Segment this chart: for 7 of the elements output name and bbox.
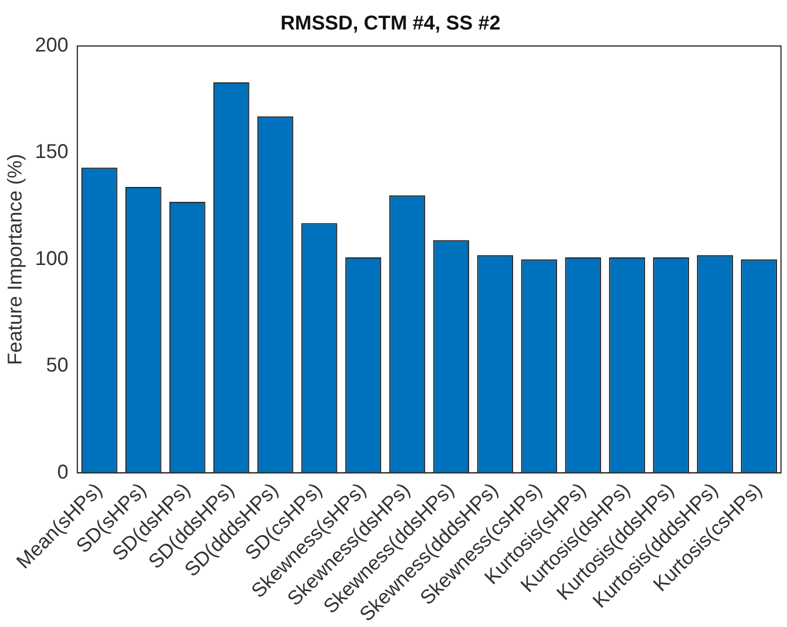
y-tick-label: 0 (57, 461, 68, 484)
y-tick-label: 50 (46, 354, 68, 377)
chart-title: RMSSD, CTM #4, SS #2 (280, 12, 501, 35)
y-axis-title: Feature Importance (%) (4, 154, 27, 365)
y-tick-label: 100 (34, 248, 68, 270)
y-tick-label: 200 (34, 34, 68, 57)
y-tick-label: 150 (34, 141, 68, 164)
